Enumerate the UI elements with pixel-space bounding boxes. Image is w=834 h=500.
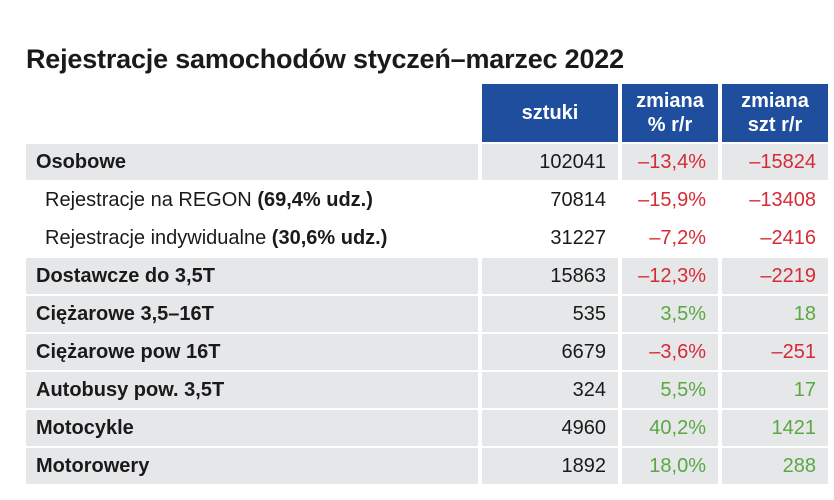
row-label: Rejestracje na REGON (69,4% udz.) <box>26 180 478 218</box>
table-row: Ciężarowe pow 16T 6679 –3,6% –251 <box>26 332 828 370</box>
row-label: Motorowery <box>26 446 478 484</box>
cell-zmiana-szt: –2416 <box>718 218 828 256</box>
column-header-line: zmiana <box>741 90 809 112</box>
cell-zmiana-szt: –251 <box>718 332 828 370</box>
table-row: Osobowe 102041 –13,4% –15824 <box>26 142 828 180</box>
cell-zmiana-pct: 18,0% <box>618 446 718 484</box>
row-label-text: Ciężarowe pow 16T <box>36 340 221 363</box>
cell-zmiana-szt: 17 <box>718 370 828 408</box>
row-label-text: Motocykle <box>36 416 134 439</box>
cell-zmiana-pct: –13,4% <box>618 142 718 180</box>
row-share: (30,6% udz.) <box>271 226 388 249</box>
cell-zmiana-pct: –12,3% <box>618 256 718 294</box>
row-label-text: Rejestracje indywidualne <box>45 226 267 249</box>
table-header-row: sztuki zmiana % r/r zmiana szt r/r <box>26 84 828 142</box>
row-label-text: Dostawcze do 3,5T <box>36 264 215 287</box>
row-label-text: Autobusy pow. 3,5T <box>36 378 225 401</box>
cell-zmiana-szt: –2219 <box>718 256 828 294</box>
table-row: Rejestracje na REGON (69,4% udz.) 70814 –1… <box>26 180 828 218</box>
cell-sztuki: 15863 <box>478 256 618 294</box>
row-label: Ciężarowe pow 16T <box>26 332 478 370</box>
row-label: Motocykle <box>26 408 478 446</box>
cell-zmiana-szt: 1421 <box>718 408 828 446</box>
cell-sztuki: 324 <box>478 370 618 408</box>
cell-zmiana-szt: 288 <box>718 446 828 484</box>
cell-zmiana-pct: –3,6% <box>618 332 718 370</box>
table-row: Dostawcze do 3,5T 15863 –12,3% –2219 <box>26 256 828 294</box>
cell-zmiana-szt: 18 <box>718 294 828 332</box>
cell-sztuki: 70814 <box>478 180 618 218</box>
row-label-text: Osobowe <box>36 150 127 173</box>
cell-sztuki: 535 <box>478 294 618 332</box>
row-label: Dostawcze do 3,5T <box>26 256 478 294</box>
cell-zmiana-szt: –13408 <box>718 180 828 218</box>
column-header-line: sztuki <box>521 102 579 124</box>
row-label: Rejestracje indywidualne (30,6% udz.) <box>26 218 478 256</box>
cell-zmiana-szt: –15824 <box>718 142 828 180</box>
column-header-line: % r/r <box>647 114 693 136</box>
table-row: Motocykle 4960 40,2% 1421 <box>26 408 828 446</box>
column-header-sztuki: sztuki <box>478 84 618 142</box>
page-title: Rejestracje samochodów styczeń–marzec 20… <box>26 44 624 74</box>
table-row: Autobusy pow. 3,5T 324 5,5% 17 <box>26 370 828 408</box>
cell-zmiana-pct: 5,5% <box>618 370 718 408</box>
row-share: (69,4% udz.) <box>257 188 373 211</box>
cell-zmiana-pct: 40,2% <box>618 408 718 446</box>
cell-zmiana-pct: –7,2% <box>618 218 718 256</box>
cell-sztuki: 6679 <box>478 332 618 370</box>
column-header-line: zmiana <box>636 90 704 112</box>
row-label-text: Ciężarowe 3,5–16T <box>36 302 214 325</box>
table-row: Ciężarowe 3,5–16T 535 3,5% 18 <box>26 294 828 332</box>
cell-sztuki: 31227 <box>478 218 618 256</box>
column-header-zmiana-pct: zmiana % r/r <box>618 84 718 142</box>
cell-zmiana-pct: –15,9% <box>618 180 718 218</box>
table-row: Rejestracje indywidualne (30,6% udz.) 312… <box>26 218 828 256</box>
cell-sztuki: 4960 <box>478 408 618 446</box>
table-row: Motorowery 1892 18,0% 288 <box>26 446 828 484</box>
cell-sztuki: 102041 <box>478 142 618 180</box>
column-header-line: szt r/r <box>747 114 803 136</box>
row-label: Osobowe <box>26 142 478 180</box>
column-header-zmiana-szt: zmiana szt r/r <box>718 84 828 142</box>
cell-sztuki: 1892 <box>478 446 618 484</box>
row-label: Autobusy pow. 3,5T <box>26 370 478 408</box>
header-blank-cell <box>26 84 478 142</box>
cell-zmiana-pct: 3,5% <box>618 294 718 332</box>
row-label-text: Rejestracje na REGON <box>45 188 252 211</box>
table-body: Osobowe 102041 –13,4% –15824 Rejestracje na … <box>26 142 828 484</box>
row-label-text: Motorowery <box>36 454 150 477</box>
row-label: Ciężarowe 3,5–16T <box>26 294 478 332</box>
registrations-table: sztuki zmiana % r/r zmiana szt r/r Osobo… <box>26 84 828 484</box>
